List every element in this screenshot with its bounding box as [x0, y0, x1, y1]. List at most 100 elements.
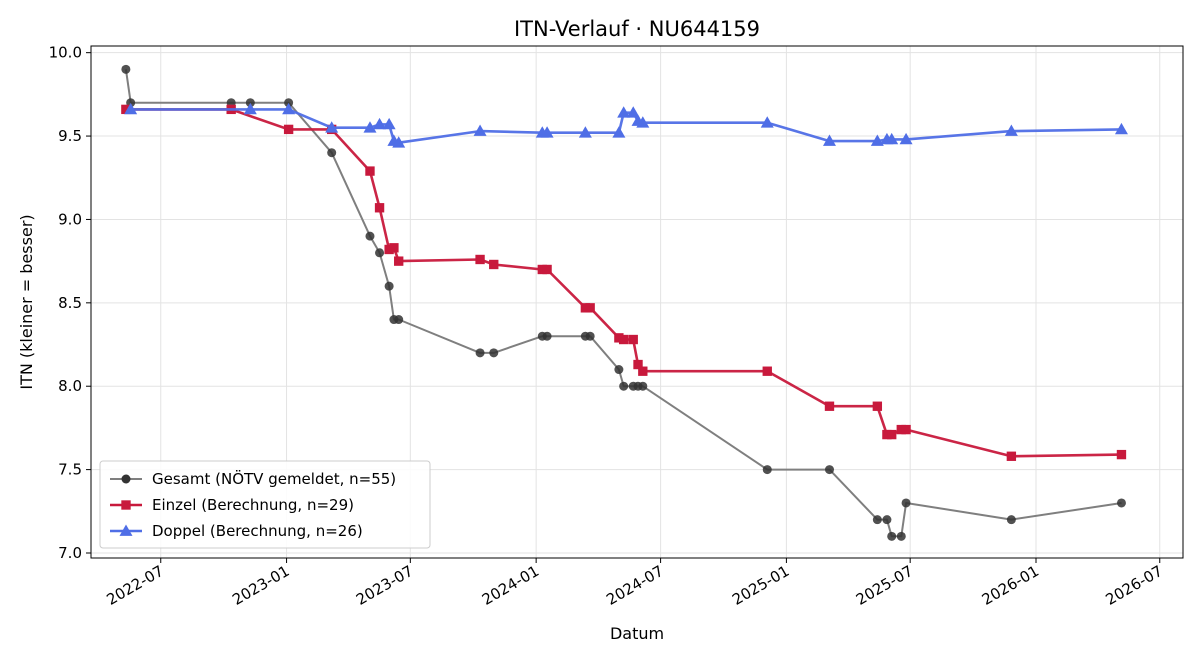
data-point	[580, 303, 591, 313]
data-point	[578, 126, 592, 138]
data-point	[283, 124, 294, 135]
data-point	[284, 98, 294, 108]
data-point	[373, 117, 387, 130]
data-point	[617, 106, 631, 118]
data-point	[899, 132, 913, 145]
y-tick-label: 7.0	[58, 544, 82, 562]
data-point	[760, 116, 774, 128]
legend-label: Gesamt (NÖTV gemeldet, n=55)	[152, 469, 396, 488]
data-point	[896, 531, 906, 541]
data-point	[614, 365, 624, 375]
data-point	[392, 136, 406, 148]
legend-label: Einzel (Berechnung, n=29)	[152, 496, 354, 514]
data-point	[1006, 515, 1016, 525]
data-point	[389, 243, 399, 253]
data-point	[365, 231, 375, 241]
data-point	[628, 334, 638, 345]
data-point	[384, 244, 394, 255]
data-point	[619, 381, 629, 391]
data-point	[1006, 451, 1017, 461]
data-point	[618, 334, 629, 345]
data-point	[121, 104, 131, 115]
legend-label: Doppel (Berechnung, n=26)	[152, 522, 363, 540]
data-point	[374, 203, 385, 213]
data-point	[282, 102, 296, 115]
data-point	[638, 366, 648, 376]
data-point	[327, 148, 337, 158]
legend-marker	[121, 474, 131, 484]
data-point	[638, 381, 648, 391]
data-point	[872, 401, 883, 411]
legend-box	[99, 460, 431, 549]
y-tick-label: 9.0	[58, 210, 82, 228]
y-tick-label: 7.5	[58, 461, 82, 479]
data-point	[896, 424, 906, 435]
data-point	[475, 348, 485, 358]
data-point	[1004, 124, 1018, 136]
data-point	[1114, 122, 1128, 135]
y-tick-label: 8.0	[58, 377, 82, 395]
data-point	[882, 429, 892, 440]
series-gesamt	[121, 64, 1126, 541]
data-point	[885, 132, 899, 145]
data-point	[124, 102, 138, 115]
plot-frame	[90, 45, 1184, 559]
data-point	[887, 531, 897, 541]
data-point	[882, 515, 892, 525]
data-point	[612, 126, 626, 138]
legend-marker	[119, 524, 133, 536]
data-point	[872, 515, 882, 525]
data-point	[762, 366, 772, 376]
data-point	[121, 64, 131, 74]
data-point	[382, 117, 396, 130]
data-point	[375, 248, 385, 258]
data-point	[614, 333, 624, 343]
data-point	[325, 121, 339, 133]
chart-title: ITN-Verlauf · NU644159	[514, 17, 760, 41]
data-point	[475, 254, 485, 265]
data-point	[537, 264, 547, 275]
data-point	[394, 256, 404, 266]
data-point	[870, 134, 884, 146]
series-layer	[121, 64, 1128, 541]
y-tick-label: 9.5	[58, 127, 82, 145]
y-axis-title: ITN (kleiner = besser)	[17, 214, 36, 389]
series-doppel	[124, 102, 1128, 148]
data-point	[243, 102, 257, 115]
data-point	[901, 498, 911, 508]
data-point	[542, 331, 552, 341]
data-point	[540, 126, 554, 138]
data-point	[762, 465, 772, 475]
data-point	[824, 401, 835, 411]
y-tick-label: 10.0	[49, 44, 82, 62]
data-point	[887, 429, 897, 440]
legend-item-einzel: Einzel (Berechnung, n=29)	[110, 496, 354, 514]
data-point	[384, 281, 394, 291]
x-axis-title: Datum	[610, 624, 664, 643]
data-point	[585, 331, 595, 341]
data-point	[489, 348, 499, 358]
data-point	[363, 121, 377, 133]
legend-item-gesamt: Gesamt (NÖTV gemeldet, n=55)	[110, 469, 396, 488]
data-point	[245, 98, 255, 108]
y-tick-label: 8.5	[58, 294, 82, 312]
data-point	[824, 465, 834, 475]
data-point	[901, 424, 911, 435]
y-axis: 7.0 7.5 8.0 8.5 9.0 9.5 10.0	[49, 44, 91, 562]
data-point	[636, 116, 650, 128]
data-point	[1116, 498, 1126, 508]
data-point	[473, 124, 487, 136]
data-point	[626, 106, 640, 118]
legend-item-doppel: Doppel (Berechnung, n=26)	[110, 522, 363, 540]
data-point	[1116, 449, 1127, 460]
data-point	[542, 264, 552, 275]
data-point	[585, 303, 595, 313]
legend-marker	[121, 500, 131, 510]
data-point	[489, 259, 499, 270]
data-point	[633, 359, 643, 370]
legend: Gesamt (NÖTV gemeldet, n=55) Einzel (Bere…	[99, 460, 431, 549]
data-point	[822, 134, 836, 146]
data-point	[394, 315, 404, 325]
